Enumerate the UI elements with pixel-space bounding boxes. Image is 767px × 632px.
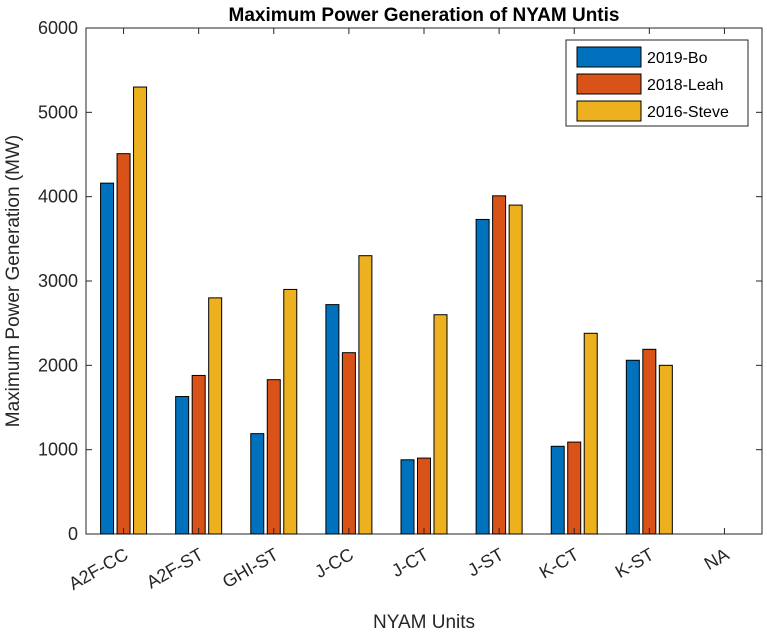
bar-2018-leah-k-ct — [567, 441, 582, 535]
bar-2016-steve-a2f-st — [208, 297, 223, 535]
y-axis-ticks: 0 1000 2000 3000 4000 5000 6000 — [38, 18, 762, 544]
y-tick-label: 2000 — [38, 355, 78, 375]
bar-2016-steve-ghi-st — [283, 288, 298, 535]
legend-label: 2019-Bo — [647, 50, 708, 67]
y-tick-label: 3000 — [38, 271, 78, 291]
y-tick-label: 1000 — [38, 440, 78, 460]
y-axis-label: Maximum Power Generation (MW) — [3, 135, 24, 427]
bar-2016-steve-a2f-cc — [133, 86, 148, 535]
bars-group — [100, 86, 673, 535]
legend: 2019-Bo 2018-Leah 2016-Steve — [565, 39, 749, 127]
bar-2019-bo-a2f-st — [175, 396, 190, 535]
bar-2019-bo-a2f-cc — [100, 182, 115, 535]
bar-2019-bo-j-cc — [325, 304, 340, 535]
bar-2019-bo-ghi-st — [250, 433, 265, 535]
legend-label: 2018-Leah — [647, 77, 724, 94]
y-tick-label: 5000 — [38, 102, 78, 122]
bar-2016-steve-j-cc — [358, 255, 373, 535]
bar-2018-leah-j-st — [492, 195, 507, 535]
x-axis-label: NYAM Units — [373, 612, 475, 632]
bar-2018-leah-ghi-st — [266, 379, 281, 535]
bar-2018-leah-a2f-cc — [116, 153, 131, 535]
legend-swatch — [576, 73, 642, 95]
bar-2016-steve-k-ct — [583, 332, 598, 535]
bar-2018-leah-k-st — [642, 348, 657, 535]
bar-2018-leah-j-ct — [417, 457, 431, 535]
bar-2016-steve-k-st — [658, 364, 673, 535]
bar-2016-steve-j-st — [508, 204, 523, 535]
y-tick-label: 0 — [68, 524, 78, 544]
legend-label: 2016-Steve — [647, 104, 729, 121]
bar-2018-leah-a2f-st — [191, 374, 206, 535]
legend-swatch — [576, 46, 642, 68]
bar-2018-leah-j-cc — [341, 352, 356, 535]
chart-title: Maximum Power Generation of NYAM Untis — [229, 5, 620, 26]
y-tick-label: 6000 — [38, 18, 78, 38]
bar-2019-bo-k-ct — [550, 445, 565, 535]
bar-2016-steve-j-ct — [433, 314, 448, 535]
bar-2019-bo-j-ct — [400, 459, 415, 535]
bar-2019-bo-k-st — [625, 359, 640, 535]
legend-swatch — [576, 100, 642, 122]
bar-2019-bo-j-st — [475, 218, 490, 535]
y-tick-label: 4000 — [38, 187, 78, 207]
